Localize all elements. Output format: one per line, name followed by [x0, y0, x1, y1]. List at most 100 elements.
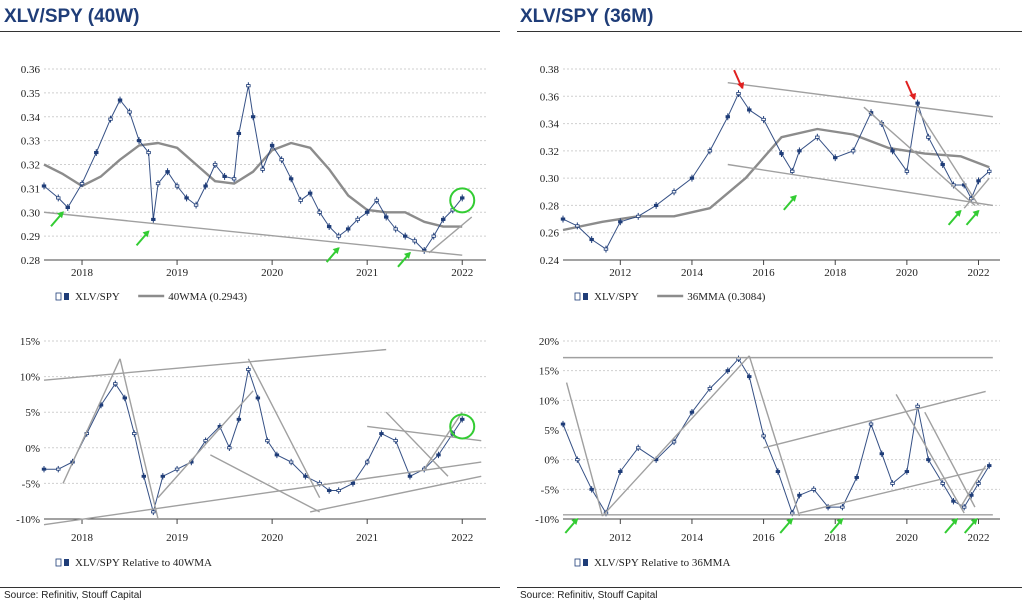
x-tick-label: 2022 [451, 532, 473, 544]
candle-body [345, 227, 351, 231]
candle-body [790, 511, 795, 515]
trendline [959, 465, 987, 508]
x-tick-label: 2020 [896, 532, 919, 544]
candle-body [203, 184, 208, 188]
legend-label-price: XLV/SPY [594, 291, 639, 303]
candle-body [904, 169, 910, 173]
x-tick-label: 2022 [451, 267, 473, 279]
y-tick-label: 5% [544, 425, 559, 437]
candle-body [840, 505, 845, 509]
y-tick-label: 0% [544, 455, 559, 467]
x-tick-label: 2012 [609, 532, 631, 544]
candle-body [151, 510, 156, 514]
candle-body [255, 396, 261, 400]
candle-body [307, 191, 313, 195]
trendline [428, 216, 473, 254]
legend-label-price: XLV/SPY Relative to 40WMA [75, 557, 212, 569]
green-arrow-head [951, 518, 959, 525]
y-tick-label: 0.36 [540, 91, 560, 103]
y-tick-label: -5% [22, 478, 40, 490]
right-title: XLV/SPY (36M) [520, 6, 654, 27]
candle-body [560, 217, 566, 221]
candle-body [915, 101, 920, 105]
candle-body [987, 464, 992, 468]
candle-body [274, 453, 280, 457]
candle-body [379, 432, 384, 436]
candle-body [951, 499, 956, 503]
candle-body [926, 458, 931, 462]
candle-body [265, 439, 270, 443]
x-tick-label: 2019 [166, 267, 189, 279]
legend-candle-filled [583, 559, 588, 566]
y-tick-label: 0.34 [540, 119, 560, 131]
candle-body [890, 481, 895, 485]
candle-body [560, 422, 566, 426]
candle-body [151, 217, 156, 221]
candle-body [747, 375, 752, 379]
candle-body [436, 453, 441, 457]
candle-body [122, 396, 127, 400]
candle-body [41, 184, 47, 188]
left-title-rule [0, 31, 500, 32]
candle-body [890, 149, 895, 153]
candle-body [269, 143, 275, 147]
candle-body [689, 176, 695, 180]
y-tick-label: 0.35 [21, 88, 41, 100]
y-tick-label: 10% [539, 395, 559, 407]
y-tick-label: -10% [16, 514, 40, 526]
trendline [924, 411, 976, 508]
y-tick-label: 0.30 [540, 173, 560, 185]
highlight-circle [449, 187, 476, 214]
y-tick-label: 15% [20, 336, 40, 348]
x-tick-label: 2021 [356, 532, 378, 544]
candle-body [976, 179, 981, 183]
trendline [423, 411, 463, 470]
green-arrow-head [970, 518, 978, 525]
candle-body [589, 237, 594, 242]
trendline [763, 390, 986, 449]
candle-body [364, 210, 370, 214]
x-tick-label: 2019 [166, 532, 189, 544]
y-tick-label: -5% [541, 484, 559, 496]
candle-body [747, 108, 752, 112]
legend-label-ma: 36MMA (0.3084) [687, 291, 766, 303]
x-tick-label: 2018 [71, 267, 94, 279]
candle-body [926, 135, 931, 139]
y-tick-label: 0.28 [540, 200, 560, 212]
candle-body [317, 210, 322, 214]
candle-body [915, 404, 920, 408]
candle-body [288, 460, 294, 464]
x-tick-label: 2018 [71, 532, 94, 544]
candle-body [797, 493, 802, 497]
candle-body [65, 205, 70, 210]
y-tick-label: 5% [25, 407, 40, 419]
y-tick-label: 0.29 [21, 231, 41, 243]
left-source: Source: Refinitiv, Stouff Capital [4, 590, 142, 601]
candle-body [279, 158, 284, 162]
right-title-rule [517, 31, 1022, 32]
y-tick-label: 10% [20, 372, 40, 384]
candle-body [618, 220, 623, 224]
y-tick-label: 0.30 [21, 207, 41, 219]
candle-body [987, 169, 992, 173]
candle-body [976, 481, 981, 485]
candle-body [108, 117, 113, 121]
candle-body [336, 234, 341, 238]
candle-body [127, 110, 132, 114]
legend-candle-filled [583, 293, 588, 300]
trendline [917, 109, 980, 206]
candle-body [336, 489, 341, 492]
trendline [62, 358, 121, 484]
candle-body [94, 151, 99, 155]
red-arrow-head [737, 82, 745, 90]
candle-body [146, 151, 151, 155]
y-tick-label: -10% [535, 514, 559, 526]
candle-body [575, 458, 580, 462]
legend-candle-hollow [574, 558, 581, 567]
candle-body [775, 470, 781, 474]
trendline [963, 177, 990, 209]
legend-candle-filled [64, 293, 69, 300]
x-tick-label: 2021 [356, 267, 378, 279]
trendline [601, 355, 750, 517]
